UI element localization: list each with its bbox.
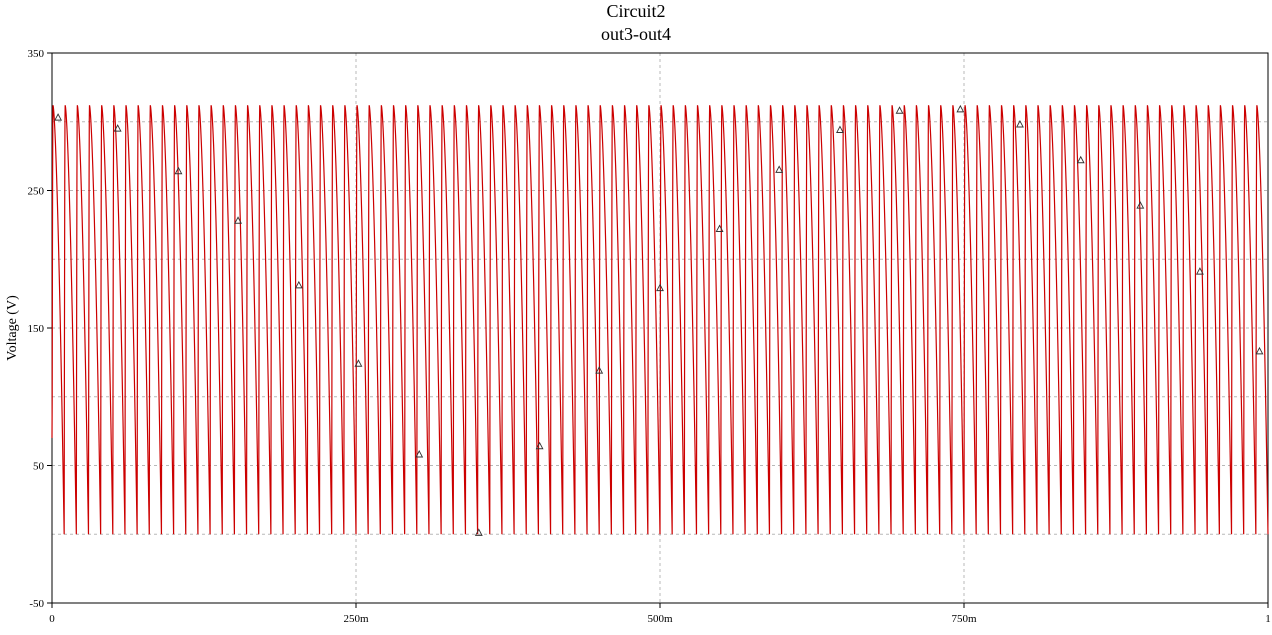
data-point-marker [294, 280, 303, 289]
y-tick-label: 250 [28, 186, 45, 198]
data-point-marker [1195, 267, 1204, 275]
y-tick-label: 50 [33, 461, 45, 473]
x-tick-label: 750m [951, 613, 977, 625]
x-axis: 0 250m 500m 750m 1 [49, 603, 1271, 625]
y-axis: -50 50 150 250 350 [28, 48, 52, 610]
data-point-marker [113, 124, 122, 132]
chart-subtitle: out3-out4 [601, 24, 671, 44]
y-axis-label: Voltage (V) [5, 295, 20, 361]
chart-title: Circuit2 [606, 1, 666, 21]
y-tick-label: -50 [29, 598, 44, 610]
data-point-marker [895, 106, 904, 114]
x-tick-label: 1 [1265, 613, 1271, 625]
data-point-marker [174, 166, 183, 175]
y-tick-label: 350 [28, 48, 45, 60]
data-point-marker [535, 441, 544, 450]
data-point-marker [956, 104, 965, 113]
data-point-marker [54, 113, 63, 121]
data-point-marker [775, 165, 784, 173]
data-point-marker [415, 450, 424, 458]
data-point-marker [1076, 155, 1085, 164]
series-markers [54, 104, 1264, 536]
data-point-marker [1015, 120, 1024, 128]
data-point-marker [354, 359, 363, 367]
data-point-marker [836, 125, 844, 133]
y-tick-label: 150 [28, 323, 45, 335]
data-point-marker [656, 283, 664, 292]
data-point-marker [234, 216, 242, 224]
data-point-marker [595, 366, 604, 374]
data-point-marker [1136, 201, 1145, 209]
series-line [51, 105, 1269, 535]
x-tick-label: 250m [343, 613, 369, 625]
data-point-marker [1255, 346, 1264, 355]
x-tick-label: 0 [49, 613, 55, 625]
x-tick-label: 500m [647, 613, 673, 625]
data-point-marker [474, 528, 483, 536]
data-point-marker [715, 224, 724, 232]
